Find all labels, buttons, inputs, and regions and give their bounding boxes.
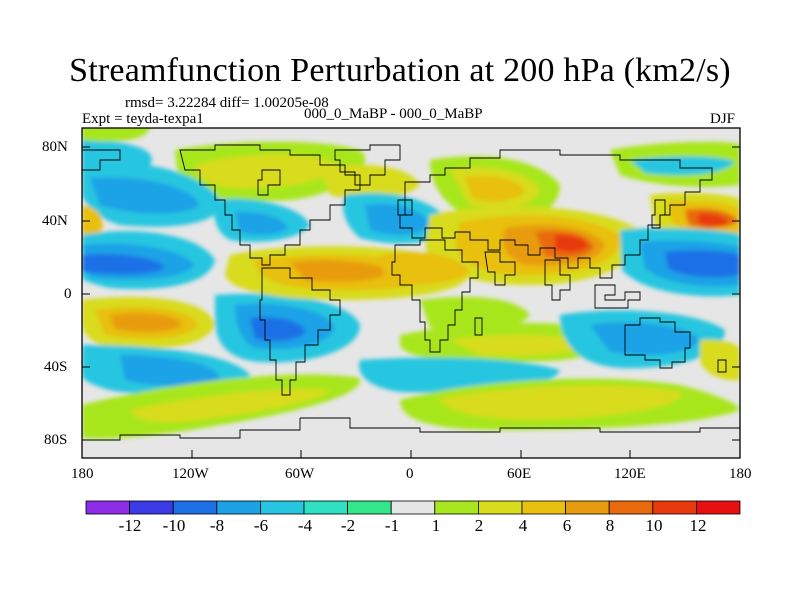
colorbar-swatch [608,500,654,515]
colorbar-label: -10 [162,516,186,535]
contour-band [665,250,740,278]
colorbar-label: -1 [384,516,400,535]
contour-band [82,205,103,241]
colorbar-swatch [477,500,523,515]
coastline-alaska [82,149,121,171]
colorbar [85,500,741,515]
colorbar-swatch [129,500,174,515]
coastline-india [544,259,571,301]
contour-band [120,355,220,386]
contour-band [380,252,470,285]
coastline-south-america [259,267,341,396]
contour-fields [82,128,740,439]
contour-band [365,203,430,235]
colorbar-swatch [259,500,305,515]
coastline-hudson-bay [257,169,281,196]
contour-band [110,313,182,333]
lon-tick-label: 180 [71,466,94,482]
map-title: Streamfunction Perturbation at 200 hPa (… [69,52,731,89]
lon-tick-label: 180 [729,466,752,482]
coastline-madagascar [474,317,483,336]
contour-band [82,140,152,168]
contour-band [250,317,305,341]
coastline-africa [391,239,479,353]
contour-band [590,322,700,355]
coastline-uk [397,199,406,216]
colorbar-swatch [216,500,261,515]
colorbar-label: 10 [645,516,663,535]
lon-tick-label: 60E [507,466,532,482]
contour-band [555,234,588,252]
contour-band [630,156,735,176]
colorbar-label: 12 [689,516,707,535]
stats-line: rmsd= 3.22284 diff= 1.00205e-08 [125,95,329,111]
coastline-antarctica [82,417,740,441]
colorbar-swatch [85,500,130,515]
coastline-arabia [484,251,516,286]
lon-tick-label: 120W [172,466,209,482]
lat-tick-label: 0 [64,286,72,302]
contour-band [290,260,390,282]
colorbar-swatch [172,500,218,515]
colorbar-label: 4 [518,516,528,535]
colorbar-label: 1 [431,516,441,535]
coastline-greenland [334,144,401,186]
colorbar-label: -4 [297,516,313,535]
contour-band [440,385,681,420]
colorbar-swatch [652,500,697,515]
coastline-north-america [179,144,361,266]
contour-band [235,211,288,235]
contour-band [90,177,200,214]
lat-tick-label: 80N [42,139,68,155]
colorbar-swatch [347,500,392,515]
colorbar-swatch [565,500,610,515]
lat-tick-label: 40S [44,359,68,375]
contour-band [465,175,525,202]
colorbar-label: -2 [340,516,356,535]
contour-band [450,334,590,357]
experiment-label: Expt = teyda-texpa1 [82,111,204,127]
axis-ticks [81,146,741,458]
contour-band [420,296,530,332]
colorbar-label: -8 [209,516,225,535]
coastline-indonesia [594,284,641,309]
colorbar-swatch [521,500,566,515]
coastline-australia [624,317,691,369]
lon-tick-label: 60W [285,466,315,482]
contour-band [82,254,165,275]
contour-band [698,213,728,226]
lon-tick-label: 0 [406,466,414,482]
contour-band [82,128,150,142]
lat-tick-label: 40N [42,213,68,229]
lon-tick-label: 120E [614,466,646,482]
coastline-new-zealand [717,359,727,373]
contour-band [130,388,330,423]
coastline-japan [651,199,666,229]
colorbar-label: 6 [562,516,572,535]
coastlines [82,144,740,441]
case-label: 000_0_MaBP - 000_0_MaBP [304,106,483,122]
lat-tick-label: 80S [44,432,68,448]
colorbar-swatch [303,500,348,515]
colorbar-swatch [434,500,479,515]
coastline-eurasia [399,149,713,279]
colorbar-swatch [390,500,436,515]
colorbar-label: 8 [605,516,615,535]
colorbar-swatch [696,500,741,515]
colorbar-label: 2 [474,516,484,535]
contour-band [195,154,340,189]
colorbar-label: -6 [253,516,269,535]
season-label: DJF [710,111,736,127]
colorbar-label: -12 [118,516,142,535]
